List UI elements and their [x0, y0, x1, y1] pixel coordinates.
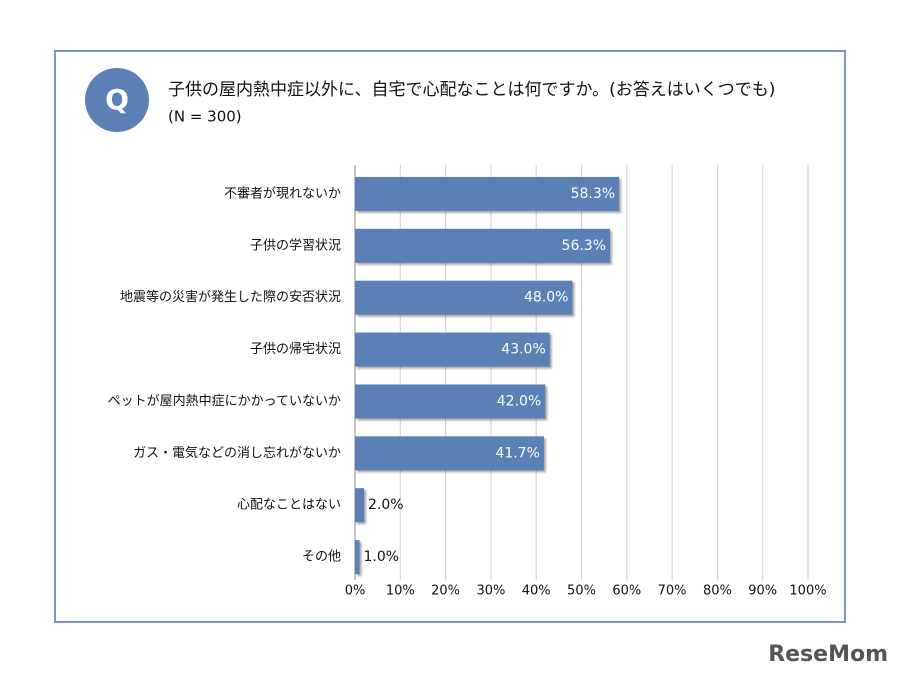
value-label: 56.3%	[562, 238, 606, 254]
frame	[54, 50, 846, 623]
y-tick-label: 不審者が現れないか	[224, 186, 341, 201]
x-tick-label: 100%	[789, 584, 826, 599]
badge: Q	[105, 83, 129, 116]
bar	[355, 176, 620, 211]
value-label: 2.0%	[368, 497, 404, 513]
bar	[355, 540, 360, 575]
bar	[355, 488, 365, 523]
value-label: 48.0%	[524, 290, 568, 306]
y-tick-label: ガス・電気などの消し忘れがないか	[133, 445, 341, 461]
value-label: 1.0%	[364, 549, 400, 565]
x-tick-label: 10%	[386, 584, 415, 599]
value-label: 41.7%	[495, 445, 539, 461]
bar	[355, 436, 544, 471]
y-tick-label: 子供の学習状況	[250, 237, 341, 253]
logo: ReseMom	[768, 642, 888, 667]
bar	[355, 228, 611, 263]
bar	[355, 332, 550, 367]
x-tick-label: 60%	[612, 584, 641, 599]
bar	[355, 280, 573, 315]
y-tick-label: その他	[302, 550, 341, 565]
x-tick-label: 70%	[658, 584, 687, 599]
value-label: 42.0%	[497, 393, 541, 409]
y-tick-label: 子供の帰宅状況	[250, 341, 341, 357]
value-label: 58.3%	[571, 186, 615, 202]
x-tick-label: 30%	[476, 584, 505, 599]
x-tick-label: 80%	[703, 584, 732, 599]
value-label: 43.0%	[501, 342, 545, 358]
x-tick-label: 0%	[345, 584, 366, 599]
y-tick-label: ペットが屋内熱中症にかかっていないか	[108, 393, 341, 409]
y-tick-label: 地震等の災害が発生した際の安否状況	[120, 289, 341, 305]
chart-subtitle: (N = 300)	[168, 108, 242, 126]
x-tick-label: 20%	[431, 584, 460, 599]
badge-circle	[85, 68, 149, 132]
y-tick-label: 心配なことはない	[237, 498, 341, 513]
x-tick-label: 40%	[522, 584, 551, 599]
bar	[355, 384, 546, 419]
chart-title: 子供の屋内熱中症以外に、自宅で心配なことは何ですか。(お答えはいくつでも)	[168, 80, 775, 100]
x-tick-label: 90%	[748, 584, 777, 599]
x-tick-label: 50%	[567, 584, 596, 599]
